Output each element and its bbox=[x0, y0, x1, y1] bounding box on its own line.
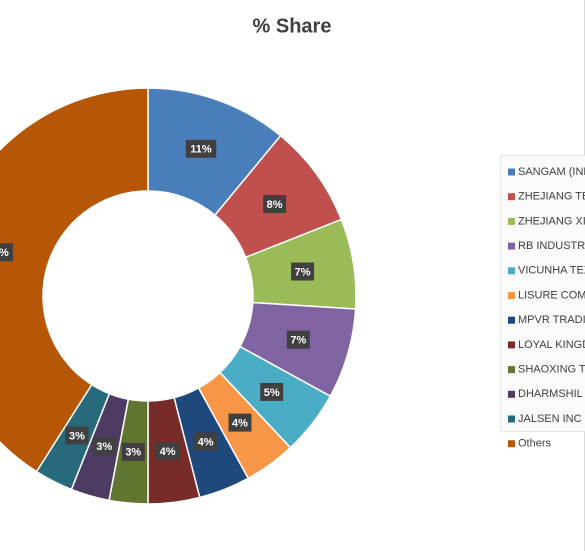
legend-marker bbox=[508, 316, 515, 324]
data-label-box bbox=[121, 442, 145, 461]
data-label-box bbox=[291, 262, 315, 281]
legend-label: VICUNHA TEX bbox=[518, 265, 585, 277]
data-label: 41% bbox=[0, 247, 9, 259]
legend-label: JALSEN INC bbox=[518, 413, 582, 425]
legend-label: Others bbox=[518, 438, 552, 450]
legend-marker bbox=[508, 390, 515, 398]
legend-label: SHAOXING TE bbox=[518, 364, 585, 376]
legend-marker bbox=[508, 217, 515, 225]
slice bbox=[0, 87, 149, 473]
data-label-box bbox=[263, 195, 287, 214]
data-label-box bbox=[65, 426, 89, 445]
data-label: 4% bbox=[160, 446, 176, 458]
data-label: 4% bbox=[198, 436, 214, 448]
legend-marker bbox=[508, 242, 515, 250]
legend-label: ZHEJIANG TEN bbox=[518, 191, 585, 203]
data-label-box bbox=[185, 139, 217, 158]
legend-marker bbox=[508, 168, 515, 176]
data-label-box bbox=[156, 442, 180, 461]
legend-label: DHARMSHIL IN bbox=[518, 388, 585, 400]
legend-label: MPVR TRADIN bbox=[518, 314, 585, 326]
legend-marker bbox=[508, 267, 515, 275]
data-label: 7% bbox=[295, 266, 311, 278]
data-label: 7% bbox=[290, 335, 306, 347]
data-label-box bbox=[194, 432, 218, 451]
data-label-box bbox=[0, 243, 13, 262]
data-label: 5% bbox=[264, 387, 280, 399]
legend-label: LOYAL KINGDO bbox=[518, 339, 585, 351]
data-label: 3% bbox=[69, 430, 85, 442]
legend-label: ZHEJIANG XIN bbox=[518, 215, 585, 227]
data-label-box bbox=[228, 413, 252, 432]
legend-marker bbox=[508, 193, 515, 201]
data-label: 4% bbox=[232, 418, 248, 430]
legend-marker bbox=[508, 292, 515, 299]
data-label-box bbox=[286, 330, 310, 349]
data-label: 3% bbox=[125, 447, 141, 459]
legend-marker bbox=[508, 341, 515, 349]
legend-marker bbox=[508, 440, 515, 448]
data-label: 11% bbox=[190, 144, 212, 156]
data-label: 3% bbox=[96, 441, 112, 453]
legend-label: SANGAM (IND bbox=[518, 166, 585, 178]
data-label-box bbox=[260, 382, 284, 401]
legend-marker bbox=[508, 415, 515, 423]
legend-label: RB INDUSTRIE bbox=[518, 240, 585, 252]
data-label-box bbox=[92, 437, 116, 456]
chart-title: % Share bbox=[253, 15, 332, 37]
legend-marker bbox=[508, 366, 515, 374]
data-label: 8% bbox=[267, 199, 283, 211]
